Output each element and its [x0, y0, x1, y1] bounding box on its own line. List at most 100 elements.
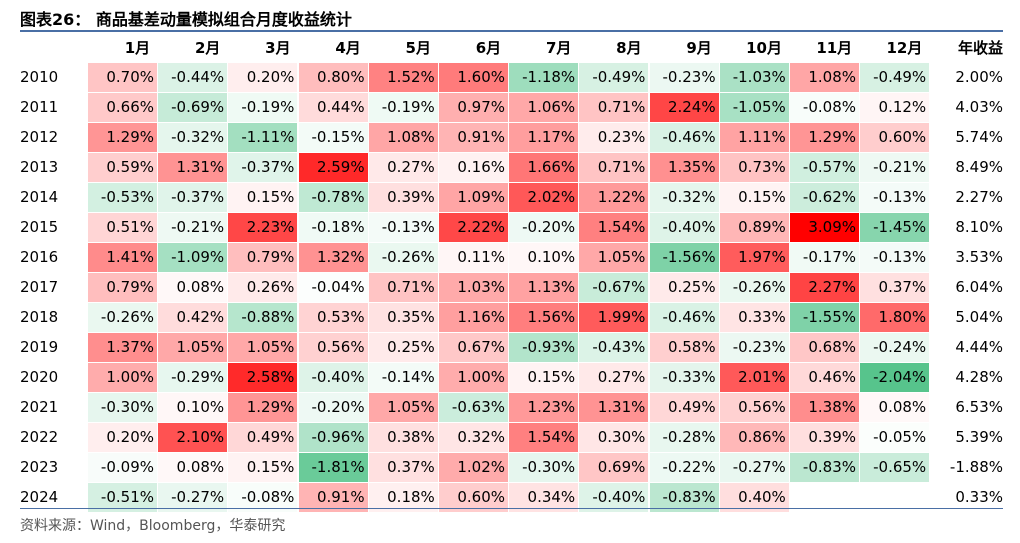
heatmap-cell: 2.27% — [790, 272, 859, 302]
year-label: 2014 — [20, 188, 59, 206]
heatmap-cell: 0.18% — [368, 482, 438, 512]
heatmap-cell: -0.26% — [368, 242, 438, 272]
heatmap-cell: 0.70% — [88, 62, 157, 92]
heatmap-cell: 0.46% — [790, 362, 859, 392]
heatmap-cell: 0.15% — [719, 182, 789, 212]
heatmap-cell: 0.27% — [368, 152, 438, 182]
year-label: 2021 — [20, 398, 59, 416]
heatmap-cell: -0.17% — [790, 242, 859, 272]
heatmap-cell: -0.14% — [368, 362, 438, 392]
annual-return: 4.28% — [955, 368, 1003, 386]
heatmap-cell: 0.49% — [649, 392, 719, 422]
heatmap-cell: 0.60% — [439, 482, 508, 512]
heatmap-cell: 0.15% — [228, 452, 298, 482]
heatmap-cell: -0.08% — [228, 482, 298, 512]
heatmap-cell: 0.97% — [439, 92, 508, 122]
heatmap-cell: 0.25% — [649, 272, 719, 302]
annual-return: 8.10% — [955, 218, 1003, 236]
heatmap-cell: 2.58% — [228, 362, 298, 392]
heatmap-cell: -0.19% — [368, 92, 438, 122]
annual-return: 6.53% — [955, 398, 1003, 416]
heatmap-cell: 0.34% — [509, 482, 579, 512]
heatmap-cell: -0.30% — [509, 452, 579, 482]
annual-return: 5.74% — [955, 128, 1003, 146]
heatmap-cell: -0.09% — [88, 452, 157, 482]
heatmap-cell: -0.13% — [860, 182, 930, 212]
heatmap-cell: 0.40% — [719, 482, 789, 512]
heatmap-cell: -0.27% — [719, 452, 789, 482]
heatmap-cell: 1.29% — [790, 122, 859, 152]
heatmap-cell: 1.54% — [509, 422, 579, 452]
annual-return: 0.33% — [955, 488, 1003, 506]
column-header: 12月 — [886, 39, 923, 57]
heatmap-cell: 1.05% — [368, 392, 438, 422]
heatmap-cell: -0.19% — [228, 92, 298, 122]
column-header: 8月 — [616, 39, 642, 57]
heatmap-cell: -0.23% — [719, 332, 789, 362]
heatmap-cell: 1.56% — [509, 302, 579, 332]
heatmap-cell: 0.23% — [579, 122, 649, 152]
heatmap-cell: 0.67% — [439, 332, 508, 362]
heatmap-cell: -0.57% — [790, 152, 859, 182]
heatmap-cell: 0.66% — [88, 92, 157, 122]
heatmap-cell: 0.37% — [368, 452, 438, 482]
annual-return: 4.44% — [955, 338, 1003, 356]
heatmap-cell: -0.51% — [88, 482, 157, 512]
heatmap-cell: 1.17% — [509, 122, 579, 152]
heatmap-cell: 1.09% — [439, 182, 508, 212]
heatmap-cell: -0.28% — [649, 422, 719, 452]
heatmap-cell: -0.21% — [158, 212, 228, 242]
column-header: 1月 — [124, 39, 151, 57]
heatmap-cell: 1.35% — [649, 152, 719, 182]
heatmap-cell: 1.06% — [509, 92, 579, 122]
column-header: 5月 — [405, 39, 431, 57]
heatmap-cell: 0.30% — [579, 422, 649, 452]
heatmap-cell: 0.20% — [228, 62, 298, 92]
heatmap-cell: -0.23% — [649, 62, 719, 92]
heatmap-cell: 0.58% — [649, 332, 719, 362]
column-header: 2月 — [194, 39, 221, 57]
heatmap-cell: 0.08% — [860, 392, 930, 422]
heatmap-cell: 0.11% — [439, 242, 508, 272]
heatmap-cell: -0.32% — [158, 122, 228, 152]
annual-return: 8.49% — [955, 158, 1003, 176]
year-label: 2024 — [20, 488, 59, 506]
heatmap-cell: 1.99% — [579, 302, 649, 332]
column-header: 4月 — [335, 39, 361, 57]
heatmap-cell: 0.91% — [439, 122, 508, 152]
heatmap-cell: 1.16% — [439, 302, 508, 332]
heatmap-cell: 1.32% — [298, 242, 368, 272]
heatmap-cell: -0.05% — [860, 422, 930, 452]
heatmap-cell: -0.88% — [228, 302, 298, 332]
heatmap-cell: 1.00% — [439, 362, 508, 392]
heatmap-cell: 0.35% — [368, 302, 438, 332]
year-label: 2019 — [20, 338, 59, 356]
heatmap-cell: -0.37% — [158, 182, 228, 212]
heatmap-cell: 2.02% — [509, 182, 579, 212]
heatmap-cell: 0.26% — [228, 272, 298, 302]
heatmap-cell: -0.29% — [158, 362, 228, 392]
heatmap-cell: -0.83% — [649, 482, 719, 512]
heatmap-cell: -0.62% — [790, 182, 859, 212]
annual-return: 6.04% — [955, 278, 1003, 296]
heatmap-cell: 0.49% — [228, 422, 298, 452]
heatmap-cell: -0.08% — [790, 92, 859, 122]
year-label: 2017 — [20, 278, 59, 296]
heatmap-cell: -1.45% — [860, 212, 930, 242]
heatmap-cell: 1.08% — [790, 62, 859, 92]
annual-header: 年收益 — [957, 39, 1003, 57]
column-header: 7月 — [545, 39, 572, 57]
heatmap-cell: -0.96% — [298, 422, 368, 452]
heatmap-cell: 1.05% — [579, 242, 649, 272]
bottom-rule — [20, 508, 1003, 509]
heatmap-cell: 1.41% — [88, 242, 157, 272]
heatmap-cell: -0.22% — [649, 452, 719, 482]
heatmap-cell: -0.15% — [298, 122, 368, 152]
heatmap-cell: -0.13% — [860, 242, 930, 272]
heatmap-cell: 0.37% — [860, 272, 930, 302]
heatmap-cell: -0.27% — [158, 482, 228, 512]
year-label: 2022 — [20, 428, 59, 446]
column-header: 3月 — [265, 39, 291, 57]
heatmap-cell: 0.27% — [579, 362, 649, 392]
heatmap-cell: -1.18% — [509, 62, 579, 92]
